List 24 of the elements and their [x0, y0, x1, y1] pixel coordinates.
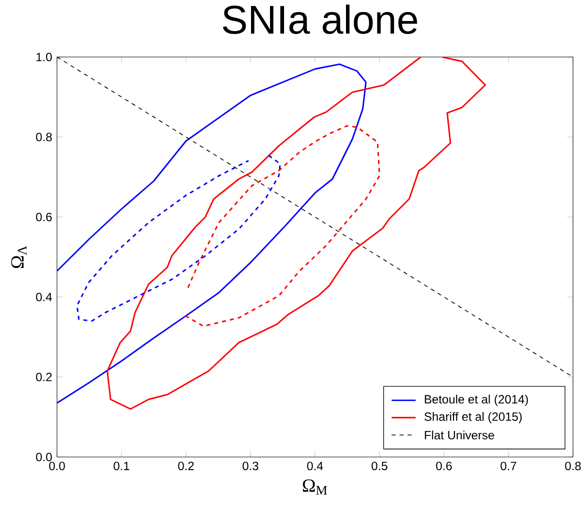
x-tick-label: 0.3 — [242, 462, 258, 470]
x-tick-label: 0.7 — [500, 462, 516, 470]
legend-label: Flat Universe — [424, 430, 494, 440]
y-tick-label: 0.8 — [36, 132, 52, 142]
x-tick-label: 0.4 — [307, 462, 323, 470]
x-tick-label: 0.6 — [436, 462, 452, 470]
x-tick-label: 0.1 — [114, 462, 130, 470]
line-series — [57, 63, 367, 404]
legend-label: Betoule et al (2014) — [424, 394, 528, 406]
y-tick-label: 0.6 — [36, 212, 52, 222]
y-axis-title: Ω$_{Λ}$ — [11, 246, 26, 268]
x-axis-title: Ω$_{M}$ — [302, 479, 328, 495]
x-tick-label: 0.8 — [565, 462, 581, 470]
y-tick-label: 1.0 — [36, 52, 52, 62]
x-tick-label: 0.0 — [49, 462, 65, 470]
legend-label: Shariff et al (2015) — [424, 412, 522, 424]
y-tick-label: 0.2 — [36, 372, 52, 382]
chart-title: SNIa alone — [222, 4, 418, 34]
y-tick-label: 0.0 — [36, 452, 52, 462]
line-series — [76, 154, 281, 322]
y-tick-label: 0.4 — [36, 292, 52, 302]
line-series — [184, 125, 380, 327]
x-tick-label: 0.5 — [372, 462, 388, 470]
x-tick-label: 0.2 — [178, 462, 194, 470]
